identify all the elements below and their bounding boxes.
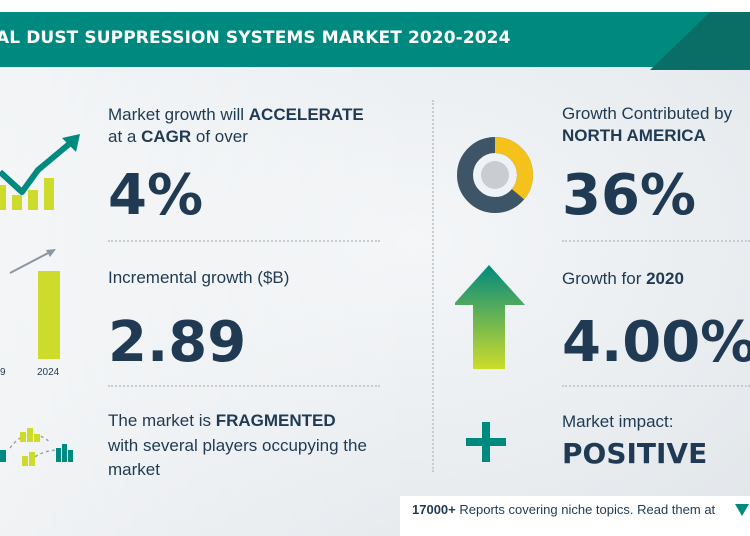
cagr-line-2-suffix: of over	[191, 127, 248, 146]
impact-value: POSITIVE	[562, 437, 708, 470]
footer-bar	[400, 496, 750, 536]
up-arrow-icon	[455, 265, 525, 369]
growth-year: 2020	[646, 269, 684, 288]
title-bar	[0, 12, 715, 67]
fragmented-bold: FRAGMENTED	[215, 411, 336, 430]
top-strip	[0, 0, 750, 12]
donut-slice-north-america	[457, 137, 533, 213]
footer-text: 17000+ Reports covering niche topics. Re…	[412, 502, 715, 517]
divider-left-1	[108, 240, 380, 242]
plus-icon	[466, 422, 506, 462]
growth-year-label: Growth for 2020	[562, 268, 684, 290]
divider-left-2	[108, 385, 380, 387]
axis-label-start: 9	[0, 367, 6, 378]
bar-2024	[38, 271, 60, 359]
fragmented-line-2: with several players occupying the	[108, 436, 367, 455]
cagr-line-1: Market growth will ACCELERATE	[108, 104, 364, 126]
region-label: Growth Contributed by	[562, 104, 733, 123]
cagr-label: CAGR	[141, 127, 192, 146]
axis-label-2024: 2024	[37, 367, 60, 378]
incremental-value: 2.89	[108, 310, 247, 375]
footer-report-count: 17000+	[412, 502, 456, 517]
center-divider	[432, 100, 434, 472]
region-name: NORTH AMERICA	[562, 126, 706, 145]
region-share-value: 36%	[562, 163, 697, 228]
fragmented-line-1: The market is FRAGMENTED	[108, 410, 336, 432]
cagr-line-2: at a CAGR of over	[108, 126, 248, 148]
page-title: AL DUST SUPPRESSION SYSTEMS MARKET 2020-…	[0, 28, 511, 48]
growth-chart-icon	[0, 134, 80, 210]
brand-logo-icon[interactable]	[735, 500, 750, 520]
incremental-label: Incremental growth ($B)	[108, 268, 290, 287]
divider-right-2	[562, 385, 750, 387]
fragmented-prefix: The market is	[108, 411, 216, 430]
fragmented-market-icon	[0, 428, 73, 466]
cagr-value: 4%	[108, 163, 204, 228]
fragmented-line-3: market	[108, 460, 160, 479]
growth-year-prefix: Growth for	[562, 269, 647, 288]
cagr-line-2-prefix: at a	[108, 127, 142, 146]
background-overlay	[0, 0, 420, 536]
growth-year-value: 4.00%	[562, 310, 750, 375]
donut-chart	[457, 137, 533, 213]
incremental-bar-chart	[9, 249, 60, 359]
impact-label: Market impact:	[562, 412, 674, 431]
divider-right-1	[562, 240, 750, 242]
cagr-line-1-text: Market growth will	[108, 105, 249, 124]
cagr-accelerate: ACCELERATE	[248, 105, 364, 124]
footer-description: Reports covering niche topics. Read them…	[455, 502, 716, 517]
